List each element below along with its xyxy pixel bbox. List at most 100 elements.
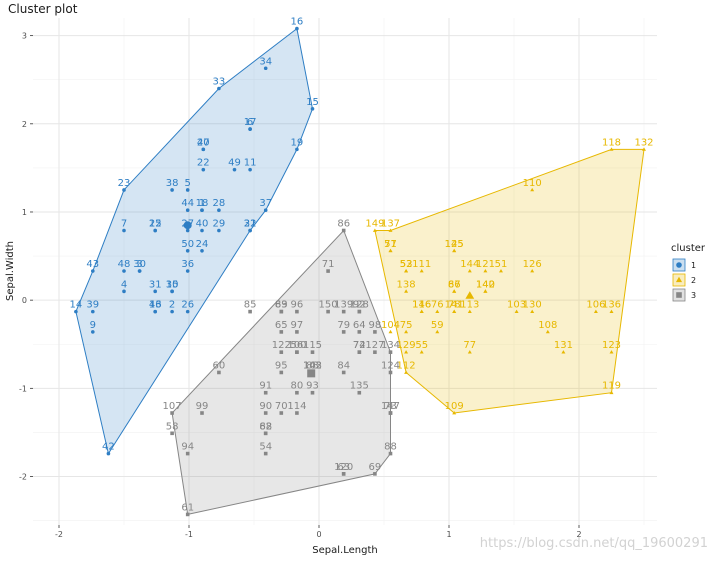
point-94 [185,451,190,456]
point-16 [295,26,299,31]
point-label: 5 [185,178,191,189]
legend-title: cluster [671,243,706,254]
point-132 [642,147,646,151]
point-149 [372,228,377,232]
point-label: 17 [244,117,257,128]
point-label: 113 [460,300,479,311]
point-label: 103 [507,300,526,311]
point-label: 13 [149,300,162,311]
point-label: 58 [166,421,179,432]
point-106 [593,309,598,313]
point-label: 110 [523,178,542,189]
point-95 [279,370,284,375]
point-31 [153,289,157,294]
plot-panel [33,18,657,525]
point-33 [217,86,221,91]
point-9 [91,330,95,334]
point-label: 100 [287,340,306,351]
point-27 [185,228,190,233]
y-tick-label: 0 [22,296,27,305]
point-label: 150 [319,300,338,311]
y-tick-label: 2 [22,120,27,129]
centroid-2 [465,291,475,299]
point-label: 65 [275,320,288,331]
point-label: 11 [244,158,257,169]
point-label: 31 [149,279,162,290]
point-label: 24 [196,239,209,250]
point-55 [419,350,424,354]
point-label: 3 [136,259,142,270]
point-label: 21 [244,218,257,229]
point-39 [91,309,95,314]
point-79 [341,330,346,334]
point-label: 16 [291,17,304,28]
point-label: 51 [495,259,508,270]
point-label: 47 [197,137,210,148]
point-11 [248,167,252,172]
cluster-hull-2 [374,148,645,414]
point-123 [609,350,614,354]
point-40 [200,228,204,233]
point-109 [452,410,457,415]
point-90 [263,411,268,415]
point-label: 59 [431,320,444,331]
point-76 [435,309,440,313]
legend-label-1: 1 [691,261,696,270]
point-label: 9 [90,320,96,331]
point-18 [200,208,204,213]
y-tick-label: -2 [19,473,27,482]
point-label: 1 [199,198,205,209]
point-label: 46 [149,300,162,311]
point-138 [404,289,409,293]
point-112 [404,370,409,374]
point-label: 73 [384,401,397,412]
point-label: 130 [523,300,542,311]
point-label: 18 [196,198,209,209]
point-7 [122,228,126,233]
major-gridlines [33,18,657,525]
point-label: 120 [334,462,353,473]
point-89 [279,309,284,314]
point-125 [452,248,457,253]
point-115 [310,350,315,354]
point-14 [74,309,78,314]
point-label: 87 [448,279,461,290]
point-label: 39 [86,300,99,311]
point-137 [388,228,393,232]
point-88 [388,451,393,456]
point-label: 66 [448,279,461,290]
point-label: 91 [259,381,272,392]
point-label: 136 [602,300,621,311]
point-15 [310,107,315,111]
point-label: 12 [149,218,162,229]
point-20 [201,147,206,152]
point-label: 56 [291,340,304,351]
point-label: 142 [476,279,495,290]
point-110 [530,187,535,192]
point-label: 32 [244,218,257,229]
point-5 [185,188,190,192]
point-2 [170,309,174,314]
point-136 [609,309,614,313]
point-93 [310,390,315,395]
point-label: 135 [350,381,369,392]
point-73 [388,411,393,415]
point-label: 88 [384,442,397,453]
point-label: 109 [445,401,464,412]
point-label: 14 [70,300,83,311]
legend-marker-1 [676,262,682,268]
point-70 [279,411,284,415]
point-100 [295,350,299,354]
point-label: 22 [197,158,210,169]
point-label: 97 [291,320,304,331]
point-37 [263,208,268,213]
point-103 [514,309,519,313]
point-label: 121 [476,259,495,270]
point-label: 99 [196,401,209,412]
point-label: 107 [163,401,182,412]
point-label: 70 [275,401,288,412]
point-72 [357,350,362,354]
point-38 [170,188,174,192]
point-25 [153,228,157,233]
point-61 [185,512,190,517]
